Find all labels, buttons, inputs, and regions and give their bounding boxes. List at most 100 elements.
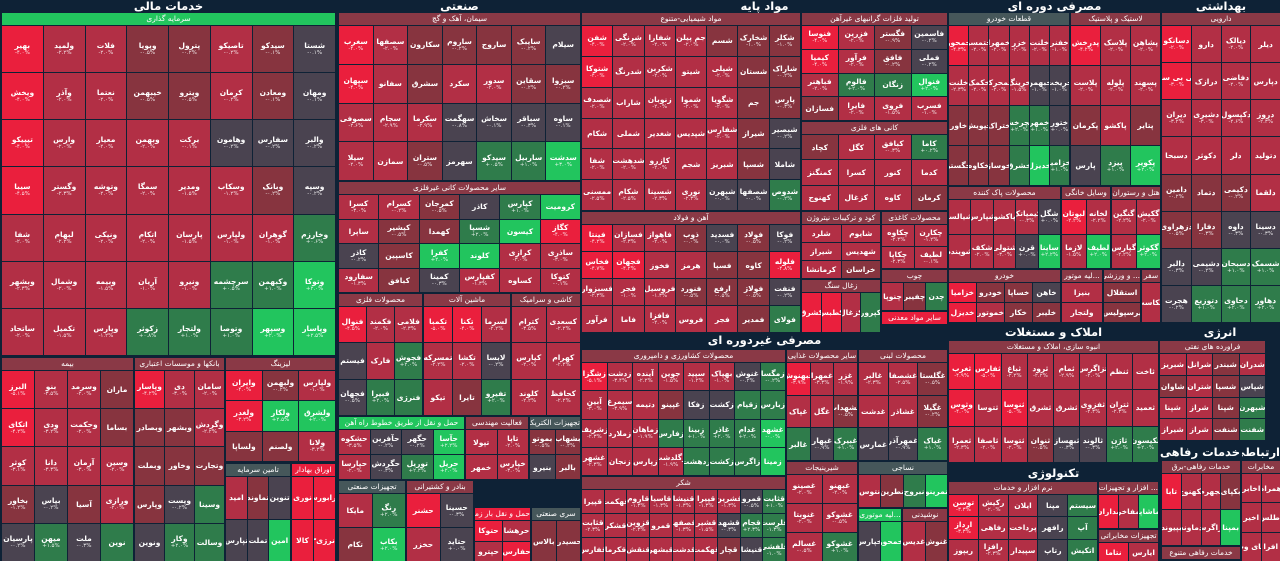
stock-tile[interactable]: کلوند -۲.۲% <box>512 379 546 415</box>
stock-tile[interactable]: دالبر -۰.۳% <box>1162 248 1191 285</box>
stock-tile[interactable]: ونیکی -۲.۰% <box>85 214 127 261</box>
stock-tile[interactable]: تاپا -۲.۰% <box>497 430 528 454</box>
stock-tile[interactable]: وتوکا +۲.۰% <box>294 261 335 308</box>
stock-tile[interactable]: خدیزل <box>949 303 976 322</box>
stock-tile[interactable]: سیستم <box>1068 495 1097 517</box>
stock-tile[interactable]: فسبزوار -۲.۳% <box>582 279 613 305</box>
stock-tile[interactable]: بزاگرس <box>1201 510 1221 545</box>
stock-tile[interactable]: فنوسا -۴.۰% <box>802 26 838 49</box>
group-header[interactable]: تجهیزات الکتریکی <box>530 417 580 429</box>
stock-tile[interactable]: ومعادن -۰.۱% <box>252 73 294 120</box>
stock-tile[interactable]: وپاسار +۲.۵% <box>294 308 335 355</box>
stock-tile[interactable]: فولاد -۰.۵% <box>738 225 769 251</box>
group-header[interactable]: آهن و فولاد <box>582 212 800 224</box>
stock-tile[interactable]: زپارس <box>633 447 658 475</box>
stock-tile[interactable]: سیدکو -۰.۱% <box>252 26 294 73</box>
stock-tile[interactable]: دکیمی -۰.۲% <box>1221 174 1251 211</box>
stock-tile[interactable]: بساما <box>101 409 133 447</box>
stock-tile[interactable]: شسمک +۱.۰% <box>1251 248 1280 285</box>
group-header[interactable]: بانکها و موسسات اعتباری <box>135 358 224 370</box>
stock-tile[interactable]: خکمک -۲.۰% <box>969 66 989 105</box>
stock-tile[interactable]: پکرمان <box>1071 106 1100 145</box>
stock-tile[interactable]: دتولید <box>1251 137 1280 174</box>
stock-tile[interactable]: دتماد <box>1191 174 1221 211</box>
stock-tile[interactable]: خمهر <box>466 455 497 479</box>
stock-tile[interactable]: بکاب +۲.۰% <box>372 528 405 561</box>
group-header[interactable]: کاشی و سرامیک <box>512 294 580 306</box>
stock-tile[interactable]: اخیر <box>1242 503 1261 532</box>
stock-tile[interactable]: شاوان <box>1160 375 1186 397</box>
stock-tile[interactable]: دی -۳.۰% <box>165 371 194 409</box>
stock-tile[interactable]: غپاک +۱.۰% <box>918 428 947 460</box>
stock-tile[interactable]: کیسون <box>500 219 540 243</box>
stock-tile[interactable]: وگستر -۲.۳% <box>43 167 85 214</box>
stock-tile[interactable]: نتاما <box>1099 543 1128 561</box>
stock-tile[interactable]: خمهرا-۲.۰% <box>989 26 1009 65</box>
stock-tile[interactable]: دزهراوی -۰.۵% <box>1162 211 1191 248</box>
stock-tile[interactable]: فبیرا +۲.۰% <box>367 379 394 415</box>
stock-tile[interactable]: غگل <box>810 395 834 428</box>
stock-tile[interactable]: قنیشا -۱.۳% <box>672 490 695 513</box>
stock-tile[interactable]: حپترو <box>475 541 502 561</box>
stock-tile[interactable]: استقلال <box>1104 283 1140 302</box>
stock-tile[interactable]: غالبر <box>787 428 810 460</box>
stock-tile[interactable]: شفا -۲.۰% <box>582 149 613 180</box>
stock-tile[interactable]: پیزد +۱.۰% <box>1101 146 1130 185</box>
stock-tile[interactable]: قفارس <box>582 538 604 561</box>
stock-tile[interactable]: قرن +۰.۰% <box>1016 234 1038 268</box>
stock-tile[interactable]: دسینا -۰.۳% <box>1251 211 1280 248</box>
stock-tile[interactable]: نبروج <box>903 475 925 507</box>
stock-tile[interactable]: حگهر -۰.۲% <box>402 430 433 454</box>
stock-tile[interactable]: حرهشا <box>503 521 530 541</box>
stock-tile[interactable]: غشوکو +۱.۰% <box>822 533 857 561</box>
stock-tile[interactable]: زشریف -۲.۳% <box>582 419 607 447</box>
stock-tile[interactable]: چکاسپ <box>1142 283 1160 322</box>
stock-tile[interactable]: شگویا -۲.۰% <box>707 87 738 118</box>
stock-tile[interactable]: ویترو -۰.۵% <box>169 73 210 120</box>
stock-tile[interactable]: ثبهساز -۰.۳% <box>1054 426 1080 462</box>
stock-tile[interactable]: دسانکو -۲.۰% <box>1162 26 1191 63</box>
group-header[interactable]: سفر <box>1142 270 1160 282</box>
stock-tile[interactable]: کپارس -۲.۰% <box>512 343 546 379</box>
stock-tile[interactable]: شدران <box>1239 354 1265 375</box>
stock-tile[interactable]: قهکمت <box>695 538 718 561</box>
stock-tile[interactable]: شصفها -۰.۰% <box>738 180 769 210</box>
stock-tile[interactable]: درازک <box>1191 63 1221 100</box>
stock-tile[interactable]: پسهند -۲.۰% <box>1131 66 1160 105</box>
stock-tile[interactable]: غبهنوش-۳.۹% <box>787 363 810 395</box>
group-header[interactable]: شیرینیجات <box>787 462 857 474</box>
stock-tile[interactable]: غشهداب-۰.۵% <box>834 395 857 428</box>
stock-tile[interactable]: کچاد <box>802 135 838 160</box>
stock-tile[interactable]: تمسرکه -۲.۲% <box>424 343 452 379</box>
stock-tile[interactable]: سخاش -۰.۱% <box>477 103 511 142</box>
stock-tile[interactable]: ثنوان -۰.۵% <box>1027 426 1053 462</box>
stock-tile[interactable]: فزرین -۲.۰% <box>838 26 874 49</box>
stock-tile[interactable]: کفرا +۲.۰% <box>419 244 460 268</box>
stock-tile[interactable]: قمرو -۰.۵% <box>740 490 763 513</box>
stock-tile[interactable]: خگستر <box>949 146 969 185</box>
stock-tile[interactable]: تکنا -۴.۰% <box>453 307 481 343</box>
stock-tile[interactable]: بخاور -۱.۲% <box>2 485 34 523</box>
stock-tile[interactable]: وپارس <box>135 485 164 523</box>
stock-tile[interactable]: فگستر -۰.۹% <box>875 26 911 49</box>
stock-tile[interactable]: سیدکو +۰.۵% <box>477 142 511 180</box>
stock-tile[interactable]: دامین -۰.۲% <box>1162 174 1191 211</box>
stock-tile[interactable]: غالبر -۲.۳% <box>859 363 888 395</box>
stock-tile[interactable]: تاصیکو -۰.۲% <box>210 26 252 73</box>
stock-tile[interactable]: شفا -۲.۰% <box>2 214 43 261</box>
stock-tile[interactable]: کرمانشا <box>802 261 841 278</box>
stock-tile[interactable]: گکیش -۲.۰% <box>1136 200 1160 234</box>
stock-tile[interactable]: حفارس <box>503 541 530 561</box>
stock-tile[interactable]: کیمیاتک-۰.۳% <box>1016 200 1038 234</box>
stock-tile[interactable]: توسن -۳.۳% <box>949 495 978 517</box>
stock-tile[interactable]: پدرخش -۴.۲% <box>1071 26 1100 65</box>
stock-tile[interactable]: غنوش <box>925 522 947 561</box>
stock-tile[interactable]: غمهرآذر -۰.۹% <box>888 428 918 460</box>
stock-tile[interactable]: بموتو -۰.۵% <box>530 430 555 454</box>
stock-tile[interactable]: سیمرغ -۳.۹% <box>607 391 632 419</box>
stock-tile[interactable]: ثنوسا -۵.۰% <box>1001 390 1027 426</box>
stock-tile[interactable]: پرسپولیس <box>1104 303 1140 322</box>
stock-tile[interactable]: پارسیان -۰.۲% <box>2 523 34 561</box>
stock-tile[interactable]: توریل +۲.۳% <box>402 455 433 479</box>
stock-tile[interactable]: فرآور -۲.۰% <box>838 49 874 73</box>
